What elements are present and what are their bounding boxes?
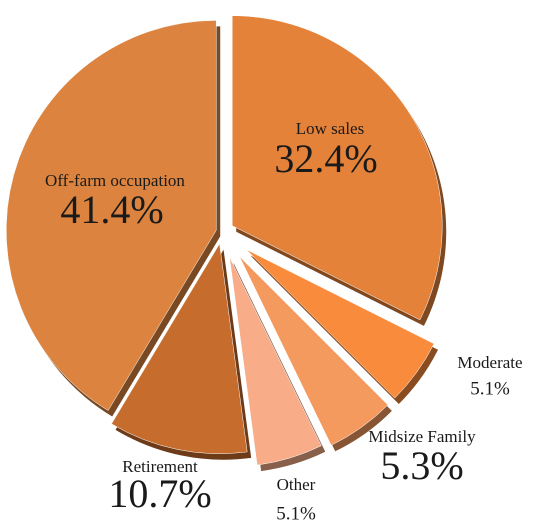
value-label: 10.7% (108, 471, 211, 516)
slice (246, 249, 435, 399)
value-label: 32.4% (274, 136, 377, 181)
slice (231, 15, 443, 321)
slice-label: Moderate (457, 353, 522, 372)
slice-label: Midsize Family (368, 427, 476, 446)
slice (229, 256, 322, 466)
value-label: 5.3% (380, 443, 463, 488)
slice (5, 20, 217, 411)
value-label: 5.1% (470, 378, 510, 399)
slice-label: Low sales (296, 119, 364, 138)
value-label: 41.4% (60, 187, 163, 232)
slice-label: Other (277, 475, 316, 494)
slice (239, 256, 389, 446)
slice-label: Retirement (122, 457, 198, 476)
slice-label: Off-farm occupation (45, 171, 185, 190)
slice (111, 243, 248, 454)
value-label: 5.1% (276, 503, 316, 524)
